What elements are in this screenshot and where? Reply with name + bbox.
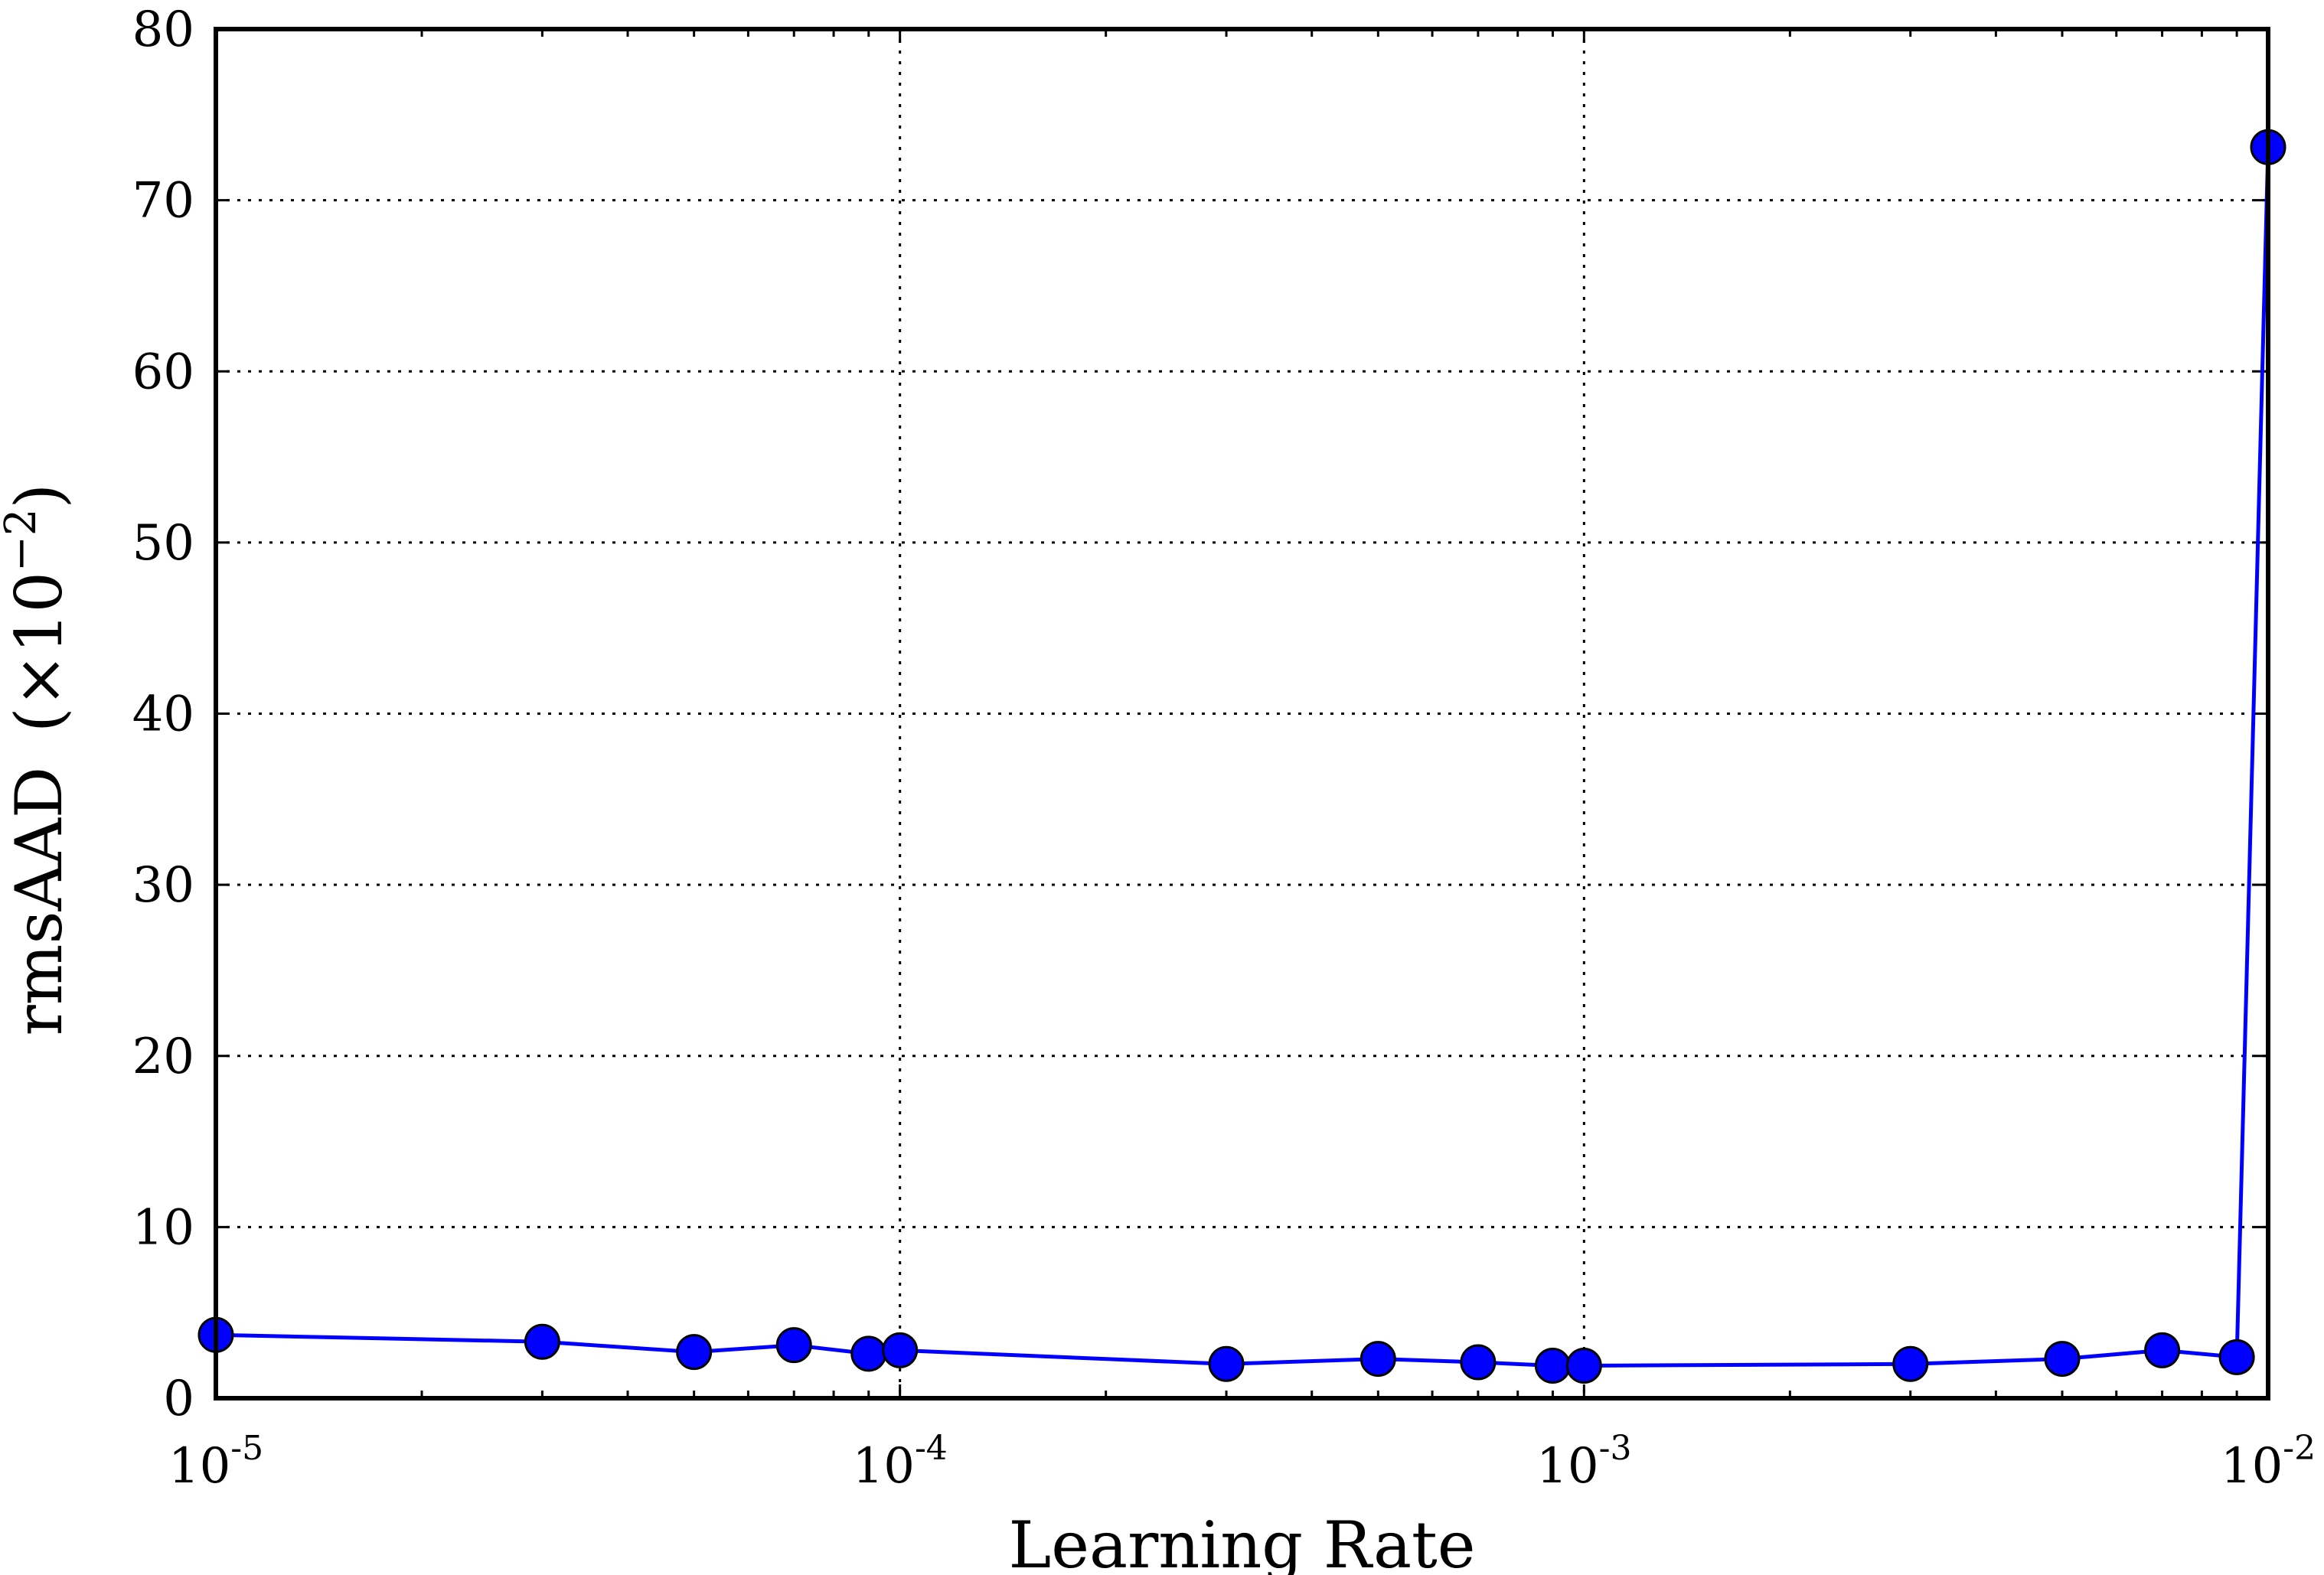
x-tick-label-exponent: -5 [230,1429,263,1468]
data-point [2044,1341,2081,1378]
x-tick-label-base: 10 [853,1438,915,1495]
y-axis-title-close-paren: ) [2,484,77,509]
y-tick-labels: 0 10 20 30 40 50 60 70 80 [132,2,194,1427]
data-point [1892,1345,1929,1382]
y-tick-label: 10 [132,1199,194,1256]
data-point [775,1327,812,1364]
data-point [2218,1339,2255,1375]
y-tick-label: 30 [132,857,194,914]
x-tick-label-base: 10 [1536,1438,1598,1495]
y-axis-title-factor: ×10 [2,572,77,707]
x-tick-label: 10-2 [2221,1429,2316,1495]
y-tick-label: 50 [132,515,194,572]
y-tick-label: 40 [132,686,194,743]
x-tick-label-exponent: -2 [2283,1429,2316,1468]
data-point [2144,1332,2181,1368]
y-tick-label: 0 [163,1371,194,1427]
x-tick-label-exponent: -3 [1599,1429,1632,1468]
x-tick-label: 10-3 [1536,1429,1631,1495]
y-tick-label: 80 [132,2,194,58]
series-line [215,147,2270,1368]
data-point [1460,1344,1497,1381]
data-point [882,1332,919,1368]
x-tick-label: 10-4 [853,1429,948,1495]
y-axis-title-open-paren: ( [2,707,77,732]
y-tick-label: 20 [132,1029,194,1085]
x-tick-labels: 10-5 10-4 10-3 10-2 [168,1429,2316,1495]
data-point [676,1334,713,1371]
y-axis-title-main: rmsAAD [2,767,77,1036]
y-tick-label: 70 [132,173,194,230]
x-axis-title: Learning Rate [1009,1508,1476,1575]
x-tick-label-exponent: -4 [915,1429,948,1468]
data-point [1534,1348,1571,1384]
data-point [850,1335,887,1372]
data-point [1208,1345,1245,1382]
data-point [1359,1341,1396,1378]
x-tick-label-base: 10 [168,1438,230,1495]
y-tick-label: 60 [132,344,194,400]
x-tick-label: 10-5 [168,1429,263,1495]
y-axis-title-exponent: −2 [0,508,46,572]
data-point [524,1323,560,1360]
y-axis-title: rmsAAD (×10−2) [0,484,77,1036]
x-tick-label-base: 10 [2221,1438,2283,1495]
data-point [1565,1348,1602,1384]
plot-frame [214,27,2270,1401]
